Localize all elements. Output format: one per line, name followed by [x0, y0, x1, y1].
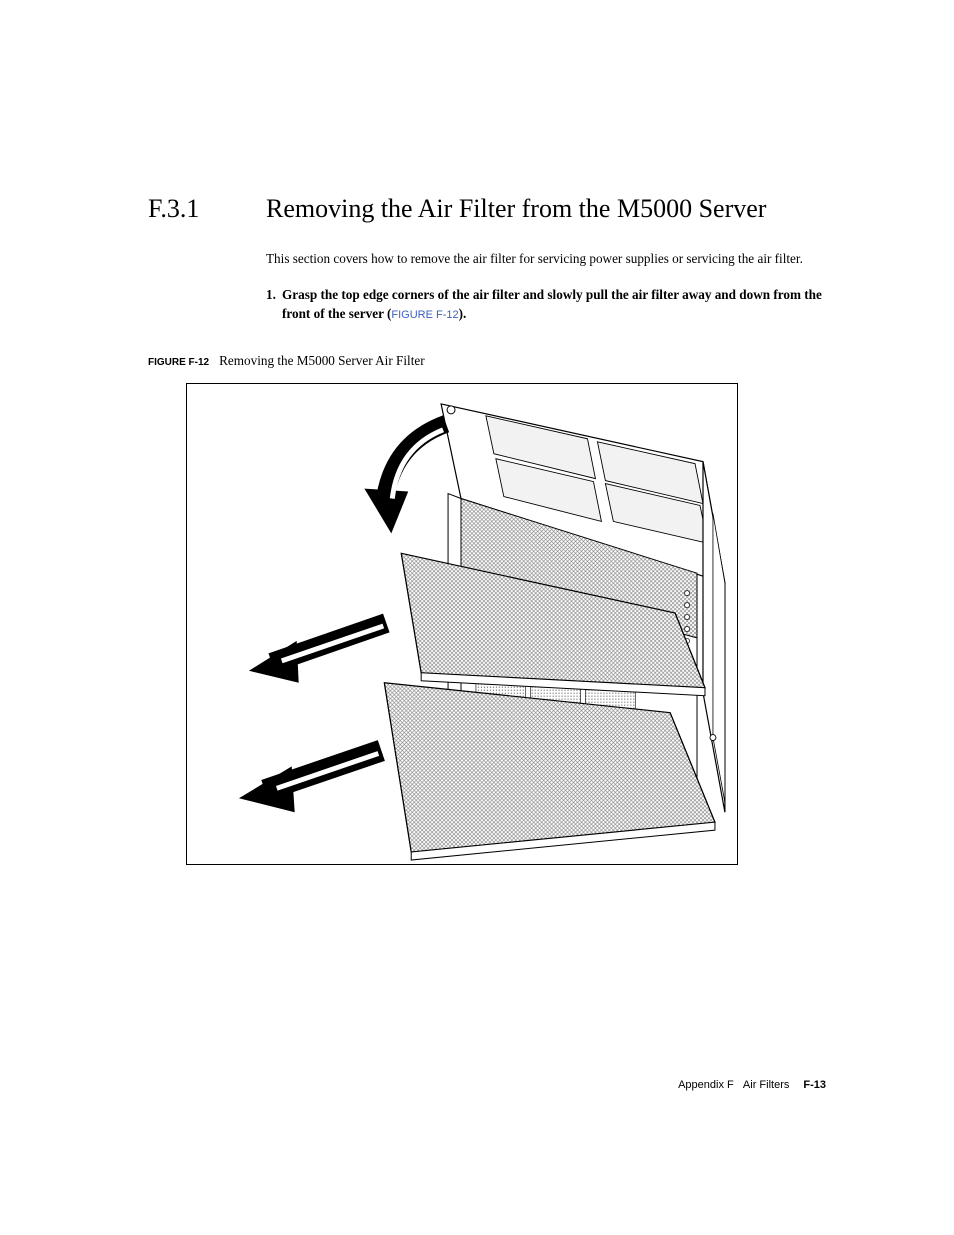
figure-description: Removing the M5000 Server Air Filter	[219, 353, 424, 368]
figure-link[interactable]: FIGURE F-12	[391, 309, 458, 321]
step-text-before: Grasp the top edge corners of the air fi…	[282, 287, 822, 320]
pull-arrow-lower-icon	[239, 751, 381, 813]
footer-section: Air Filters	[743, 1079, 789, 1091]
section-number: F.3.1	[148, 194, 266, 224]
section-title: Removing the Air Filter from the M5000 S…	[266, 194, 766, 224]
intro-paragraph: This section covers how to remove the ai…	[266, 250, 826, 268]
footer-page-number: F-13	[803, 1079, 826, 1091]
rotate-arrow-icon	[364, 424, 446, 534]
step-1: 1. Grasp the top edge corners of the air…	[266, 286, 826, 323]
step-text-after: ).	[459, 306, 467, 321]
footer-appendix: Appendix F	[678, 1079, 734, 1091]
step-text: Grasp the top edge corners of the air fi…	[282, 286, 826, 323]
figure-label: FIGURE F-12	[148, 357, 209, 368]
page-footer: Appendix F Air Filters F-13	[678, 1079, 826, 1091]
server-diagram	[187, 384, 737, 864]
figure-illustration	[186, 383, 738, 865]
pull-arrow-upper-icon	[249, 623, 386, 683]
section-heading: F.3.1 Removing the Air Filter from the M…	[148, 194, 826, 224]
step-number: 1.	[266, 286, 282, 323]
figure-caption: FIGURE F-12 Removing the M5000 Server Air…	[148, 353, 826, 369]
